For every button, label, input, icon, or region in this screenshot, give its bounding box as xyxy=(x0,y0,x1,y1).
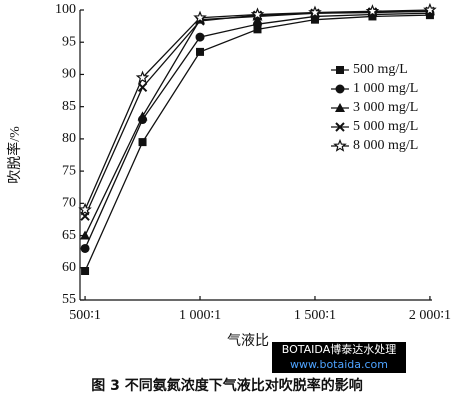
watermark: www.botaida.com xyxy=(290,358,388,371)
legend-label: 1 000 mg/L xyxy=(353,81,418,96)
marker xyxy=(335,84,345,94)
y-tick-label: 80 xyxy=(62,131,76,146)
marker xyxy=(78,202,92,216)
y-tick-label: 70 xyxy=(62,196,76,211)
x-tick-label: 2 000∶1 xyxy=(409,308,451,323)
legend-label: 3 000 mg/L xyxy=(353,100,418,115)
marker xyxy=(333,138,347,152)
marker xyxy=(80,243,90,253)
x-tick-label: 500∶1 xyxy=(69,308,101,323)
marker xyxy=(80,230,91,240)
y-tick-label: 95 xyxy=(62,34,76,49)
caption: 图 3 不同氨氮浓度下气液比对吹脱率的影响 xyxy=(91,377,363,394)
marker xyxy=(81,267,90,275)
y-tick-label: 55 xyxy=(62,292,76,307)
marker xyxy=(195,32,205,42)
y-tick-label: 60 xyxy=(62,260,76,275)
marker xyxy=(193,10,207,24)
y-tick-label: 75 xyxy=(62,163,76,178)
x-axis-label: 气液比 xyxy=(227,333,269,349)
marker xyxy=(252,19,262,29)
legend-label: 8 000 mg/L xyxy=(353,138,418,153)
watermark: BOTAIDA博泰达水处理 xyxy=(282,342,396,356)
marker xyxy=(135,70,150,84)
y-tick-label: 85 xyxy=(62,99,76,114)
marker xyxy=(253,25,262,34)
marker xyxy=(335,103,345,112)
watermark-box xyxy=(272,342,406,373)
y-tick-label: 65 xyxy=(62,228,76,243)
marker xyxy=(423,2,437,16)
marker xyxy=(336,66,344,74)
y-tick-label: 90 xyxy=(62,67,76,82)
marker xyxy=(308,5,322,19)
marker xyxy=(138,138,147,147)
y-tick-label: 100 xyxy=(55,2,76,17)
marker xyxy=(365,4,380,18)
y-axis-label: 吹脱率/% xyxy=(6,126,23,184)
marker xyxy=(250,7,265,21)
marker xyxy=(335,122,345,132)
x-tick-label: 1 000∶1 xyxy=(179,308,221,323)
marker xyxy=(196,47,205,56)
legend-label: 500 mg/L xyxy=(353,62,408,77)
marker xyxy=(137,111,148,121)
x-tick-label: 1 500∶1 xyxy=(294,308,336,323)
legend-label: 5 000 mg/L xyxy=(353,119,418,134)
